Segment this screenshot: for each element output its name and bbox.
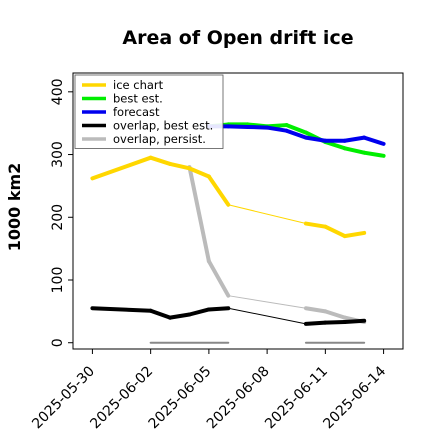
- series-3-segment: [227, 307, 307, 325]
- series-2-segment: [303, 135, 328, 143]
- series-2-segment: [284, 128, 308, 140]
- series-3-segment: [90, 306, 153, 313]
- series-4-segment: [206, 259, 231, 298]
- series-3: [90, 306, 367, 326]
- series-4-segment: [303, 306, 328, 314]
- series-2-segment: [362, 135, 386, 146]
- series-0: [90, 155, 367, 239]
- x-tick-label: 2025-06-14: [320, 363, 389, 432]
- series-2: [206, 124, 386, 146]
- y-tick-label: 100: [50, 267, 66, 294]
- y-tick-label: 400: [50, 78, 66, 105]
- series-4: [187, 165, 367, 325]
- series-3-segment: [303, 320, 328, 326]
- plot-frame: [72, 72, 404, 350]
- plot-area: [73, 73, 403, 349]
- series-0-segment: [148, 155, 173, 166]
- series-3-segment: [323, 320, 347, 325]
- series-3-segment: [148, 308, 173, 320]
- legend-label: ice chart: [113, 78, 164, 92]
- chart-title: Area of Open drift ice: [122, 27, 353, 49]
- legend-label: best est.: [113, 92, 163, 106]
- series-0-segment: [90, 155, 153, 181]
- legend-label: overlap, persist.: [113, 132, 206, 146]
- series-1-segment: [323, 140, 347, 151]
- series-3-segment: [168, 312, 192, 320]
- series-2-segment: [226, 124, 250, 129]
- series-2-segment: [342, 135, 367, 143]
- series-1-segment: [342, 146, 367, 155]
- series-0-segment: [187, 166, 211, 179]
- series-4-segment: [187, 165, 211, 264]
- y-tick-label: 0: [50, 338, 66, 347]
- series-2-segment: [245, 124, 270, 130]
- series-0-segment: [227, 204, 307, 225]
- series-0-segment: [323, 224, 347, 239]
- series-2-segment: [265, 125, 289, 133]
- legend-label: overlap, best est.: [113, 119, 213, 133]
- series-0-segment: [342, 230, 367, 239]
- series-0-segment: [206, 174, 231, 207]
- series-1-segment: [362, 150, 386, 158]
- legend-label: forecast: [113, 105, 160, 119]
- series-3-segment: [342, 318, 367, 325]
- y-tick-label: 300: [50, 141, 66, 168]
- y-axis-label: 1000 km2: [5, 163, 24, 252]
- series-4-segment: [323, 309, 347, 320]
- y-tick-label: 200: [50, 204, 66, 231]
- series-3-segment: [206, 306, 231, 312]
- series-1-segment: [284, 123, 308, 135]
- series-4-segment: [227, 295, 307, 309]
- series-3-segment: [187, 307, 211, 317]
- series-0-segment: [168, 161, 192, 171]
- series-0-segment: [303, 221, 328, 229]
